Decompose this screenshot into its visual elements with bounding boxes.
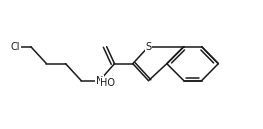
Text: Cl: Cl [10, 42, 20, 52]
Text: S: S [145, 42, 151, 52]
Text: HO: HO [100, 78, 115, 88]
Text: N: N [96, 76, 103, 86]
